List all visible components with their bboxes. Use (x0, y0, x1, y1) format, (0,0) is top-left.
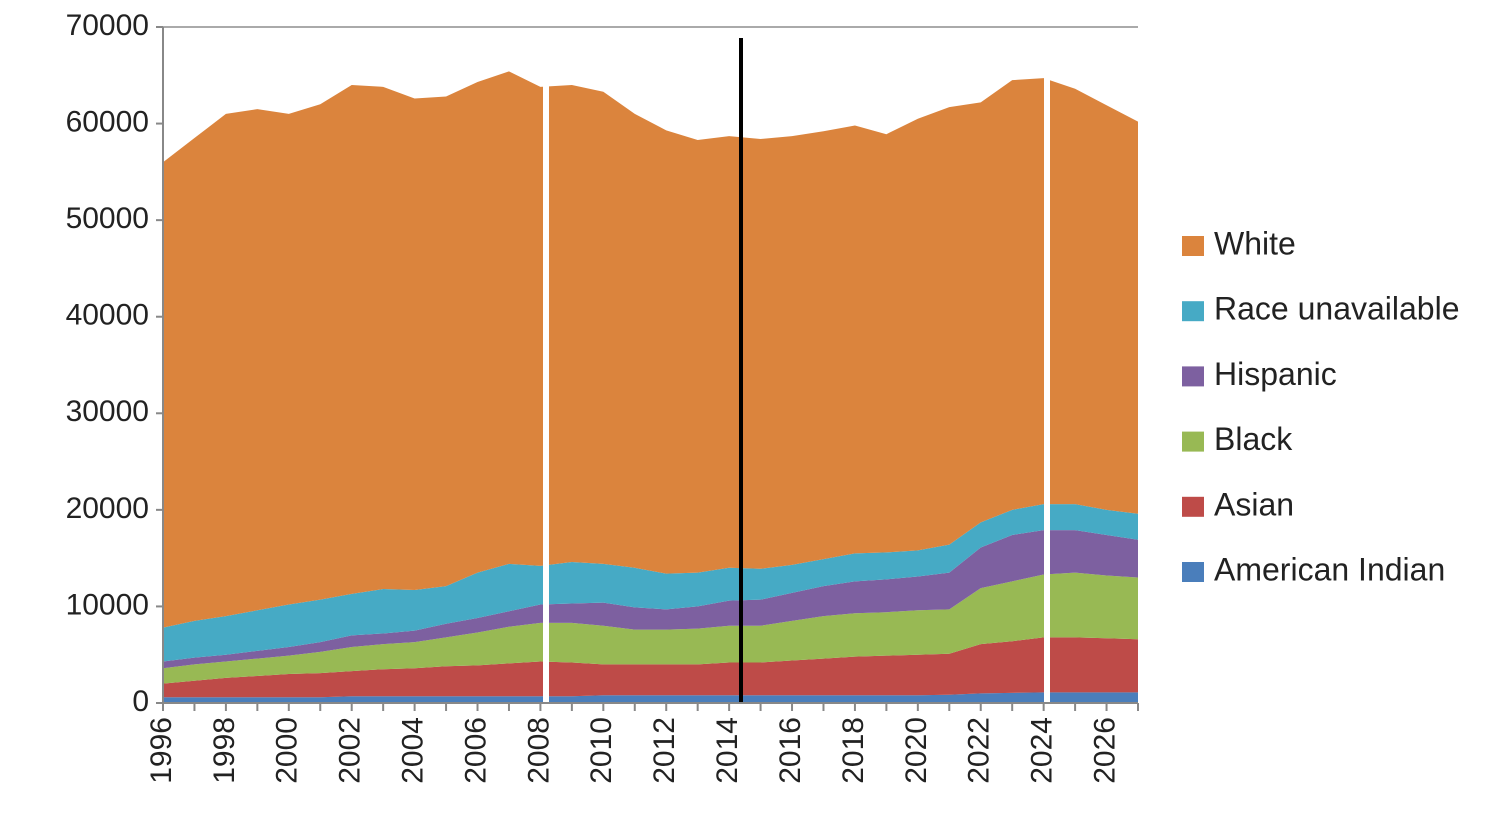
legend-label: White (1214, 225, 1296, 261)
y-tick-label: 0 (132, 685, 149, 718)
y-tick-label: 60000 (66, 105, 149, 138)
area (163, 692, 1138, 703)
y-tick-label: 10000 (66, 588, 149, 621)
y-tick-label: 70000 (66, 9, 149, 42)
legend-swatch (1182, 236, 1204, 256)
x-tick-label: 2022 (963, 717, 996, 784)
area (163, 572, 1138, 684)
y-tick-label: 40000 (66, 299, 149, 332)
area (163, 504, 1138, 662)
x-tick-label: 2020 (900, 717, 933, 784)
x-tick-label: 2000 (271, 717, 304, 784)
x-tick-label: 2014 (711, 717, 744, 784)
x-tick-label: 2008 (522, 717, 555, 784)
legend-label: Black (1214, 421, 1293, 457)
area (163, 637, 1138, 698)
y-tick-label: 20000 (66, 492, 149, 525)
x-tick-label: 2018 (837, 717, 870, 784)
legend-swatch (1182, 562, 1204, 582)
x-tick-label: 2006 (459, 717, 492, 784)
x-tick-label: 2016 (774, 717, 807, 784)
y-tick-label: 30000 (66, 395, 149, 428)
x-tick-label: 2002 (334, 717, 367, 784)
plot-areas (163, 71, 1138, 703)
axes: 0 10000 20000 30000 40000 50000 60000 70000 1996… (66, 9, 1460, 784)
y-tick-label: 50000 (66, 202, 149, 235)
x-tick-label: 2010 (585, 717, 618, 784)
legend-swatch (1182, 431, 1204, 452)
x-tick-label: 2026 (1088, 717, 1121, 784)
x-tick-label: 1996 (145, 717, 178, 784)
x-tick-label: 1998 (208, 717, 241, 784)
x-tick-label: 2004 (397, 717, 430, 784)
legend-swatch (1182, 496, 1204, 517)
legend-label: Hispanic (1214, 356, 1337, 392)
legend-swatch (1182, 366, 1204, 387)
x-tick-label: 2024 (1026, 717, 1059, 784)
area (163, 71, 1138, 628)
x-tick-label: 2012 (648, 717, 681, 784)
legend-label: American Indian (1214, 551, 1445, 587)
legend-label: Asian (1214, 486, 1294, 522)
area (163, 530, 1138, 669)
legend-label: Race unavailable (1214, 291, 1460, 327)
legend-swatch (1182, 301, 1204, 322)
